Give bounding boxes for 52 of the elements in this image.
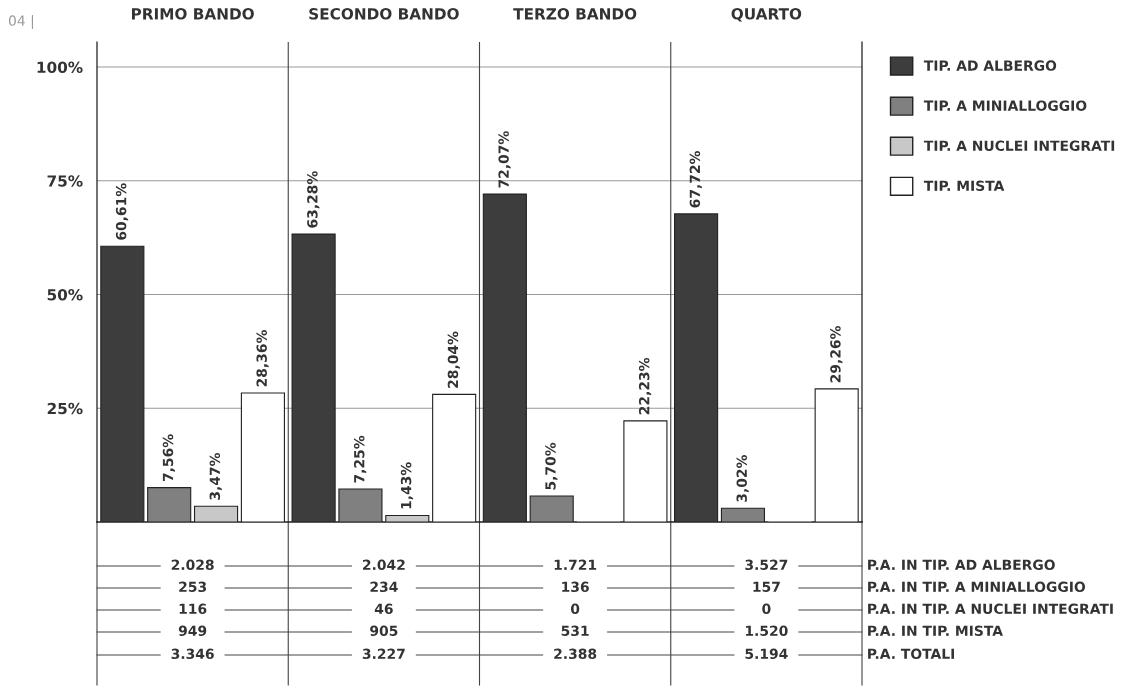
text: 2.388	[554, 648, 597, 660]
text: 253	[179, 581, 207, 593]
x-tick-label: QUARTO	[731, 8, 802, 22]
text: 116	[179, 603, 207, 615]
text: 2.028	[171, 559, 214, 571]
legend-label: TIP. A NUCLEI INTEGRATI	[923, 140, 1115, 151]
data-label: 7,56%	[162, 434, 175, 482]
data-label: 3,02%	[736, 454, 749, 502]
text: 1.520	[745, 625, 788, 637]
y-tick-label: 50%	[47, 288, 83, 301]
text: 3.346	[171, 648, 214, 660]
data-label: 29,26%	[830, 325, 843, 383]
data-label: 63,28%	[307, 171, 320, 228]
data-label: 28,04%	[447, 331, 460, 388]
text: 5.194	[745, 648, 788, 660]
text: 531	[561, 625, 589, 637]
data-label: 72,07%	[498, 131, 511, 188]
text: 3.527	[745, 559, 788, 571]
x-tick-label: SECONDO BANDO	[309, 8, 459, 20]
y-tick-label: 75%	[47, 175, 83, 187]
text: 2.042	[363, 559, 405, 571]
text: 949	[178, 625, 207, 637]
data-label: 22,23%	[638, 357, 652, 415]
text: P.A. IN TIP. A NUCLEI INTEGRATI	[868, 603, 1113, 615]
text: 46	[374, 603, 393, 615]
data-label: 1,43%	[400, 462, 414, 509]
text: 0	[762, 603, 771, 615]
data-label: 7,25%	[353, 435, 367, 483]
legend-label: TIP. MISTA	[923, 180, 1005, 192]
text: 905	[370, 625, 398, 637]
text: P.A. IN TIP. A MINIALLOGGIO	[868, 581, 1086, 593]
y-tick-label: 25%	[47, 402, 83, 415]
x-tick-label: TERZO BANDO	[513, 8, 637, 20]
data-label: 28,36%	[256, 330, 269, 387]
text: 04 |	[8, 15, 33, 29]
data-label: 60,61%	[115, 183, 129, 240]
data-label: 5,70%	[545, 442, 558, 490]
data-label: 67,72%	[689, 150, 702, 208]
text: 1.721	[554, 559, 597, 570]
text: 136	[562, 581, 589, 593]
text: P.A. IN TIP. MISTA	[868, 625, 1003, 637]
text: 3.227	[362, 648, 405, 660]
y-tick-label: 100%	[37, 61, 83, 74]
text: 0	[570, 603, 580, 615]
text: 157	[753, 581, 780, 593]
legend-label: TIP. AD ALBERGO	[923, 60, 1057, 71]
text: P.A. TOTALI	[868, 648, 955, 660]
data-label: 3,47%	[209, 452, 222, 500]
legend-label: TIP. A MINIALLOGGIO	[923, 100, 1087, 111]
text: P.A. IN TIP. AD ALBERGO	[868, 559, 1055, 571]
x-tick-label: PRIMO BANDO	[131, 8, 254, 20]
text: 234	[370, 581, 398, 593]
